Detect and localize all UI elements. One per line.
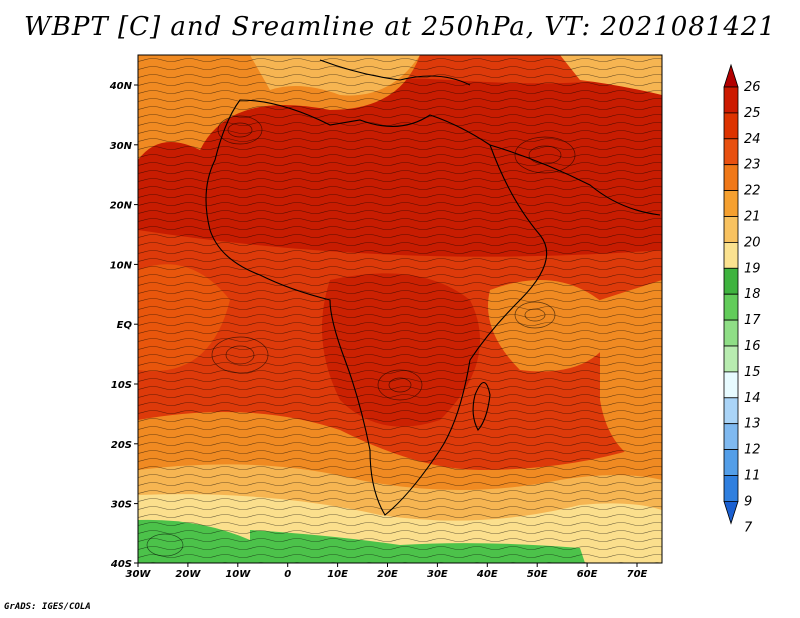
colorbar-label: 23	[744, 158, 761, 173]
colorbar-label: 9	[744, 494, 752, 509]
lat-tick-label: 20S	[111, 440, 132, 451]
lat-tick-label: 10N	[110, 260, 133, 271]
lon-tick-label: 60E	[577, 569, 598, 580]
colorbar-swatch	[723, 293, 739, 321]
colorbar-label: 15	[744, 365, 761, 380]
temperature-field	[138, 55, 662, 563]
colorbar-swatch	[723, 423, 739, 451]
lon-tick-label: 10W	[225, 569, 251, 580]
lat-tick-label: 20N	[110, 201, 133, 212]
latitude-axis: 40N 30N 20N 10N EQ 10S 20S 30S 40S	[109, 81, 138, 570]
colorbar-swatch	[723, 216, 739, 243]
colorbar-swatch	[723, 190, 739, 217]
lat-tick-label: 30S	[111, 500, 132, 511]
lon-tick-label: 70E	[627, 569, 648, 580]
coastlines	[205, 59, 661, 516]
lat-tick-label: 40S	[110, 559, 132, 570]
colorbar-top-arrow	[723, 63, 739, 88]
lon-tick-label: 20W	[175, 569, 201, 580]
colorbar-swatch	[723, 397, 739, 425]
colorbar-swatch	[723, 475, 739, 502]
colorbar-label: 11	[744, 469, 761, 484]
footer-credit: GrADS: IGES/COLA	[4, 602, 91, 612]
colorbar-label: 19	[744, 261, 761, 276]
colorbar-swatch	[723, 449, 739, 476]
lon-tick-label: 10E	[327, 569, 348, 580]
longitude-axis: 30W 20W 10W 0 10E 20E 30E 40E 50E 60E 70E	[126, 563, 648, 580]
colorbar-swatch	[723, 319, 739, 347]
lat-tick-label: 30N	[110, 141, 133, 152]
colorbar-swatch	[723, 267, 739, 295]
colorbar: 26 25 24 23 22 21 20 19 18 17 16 15 14 13 12 11 9 7	[723, 63, 761, 535]
lat-tick-label: 40N	[109, 81, 133, 92]
colorbar-label: 13	[744, 417, 761, 432]
lon-tick-label: 40E	[476, 569, 498, 580]
map-frame	[137, 54, 663, 564]
colorbar-swatch	[723, 138, 739, 166]
lat-tick-label: EQ	[117, 320, 133, 331]
lat-tick-label: 10S	[111, 380, 132, 391]
colorbar-label: 20	[744, 235, 761, 250]
colorbar-label: 22	[744, 184, 761, 199]
lon-tick-label: 0	[284, 569, 291, 580]
colorbar-swatch	[723, 86, 739, 114]
colorbar-label: 16	[744, 339, 761, 354]
colorbar-label: 21	[744, 210, 761, 225]
colorbar-bottom-arrow	[723, 501, 739, 525]
streamline-vortices	[146, 115, 576, 557]
colorbar-label: 17	[744, 313, 761, 328]
lon-tick-label: 20E	[377, 569, 398, 580]
colorbar-label: 14	[744, 391, 761, 406]
colorbar-label: 26	[744, 80, 761, 95]
colorbar-label: 7	[744, 520, 753, 535]
colorbar-swatch	[723, 164, 739, 191]
lon-tick-label: 30W	[126, 569, 152, 580]
colorbar-swatch	[723, 112, 739, 140]
lon-tick-label: 30E	[427, 569, 448, 580]
colorbar-label: 12	[744, 443, 761, 458]
colorbar-label: 24	[744, 132, 761, 147]
colorbar-swatch	[723, 371, 739, 399]
lon-tick-label: 50E	[527, 569, 548, 580]
chart-title: WBPT [C] and Sreamline at 250hPa, VT: 20…	[24, 12, 776, 42]
colorbar-swatch	[723, 241, 739, 269]
colorbar-swatch	[723, 345, 739, 373]
colorbar-label: 25	[744, 106, 761, 121]
colorbar-label: 18	[744, 287, 761, 302]
streamlines	[138, 55, 662, 563]
